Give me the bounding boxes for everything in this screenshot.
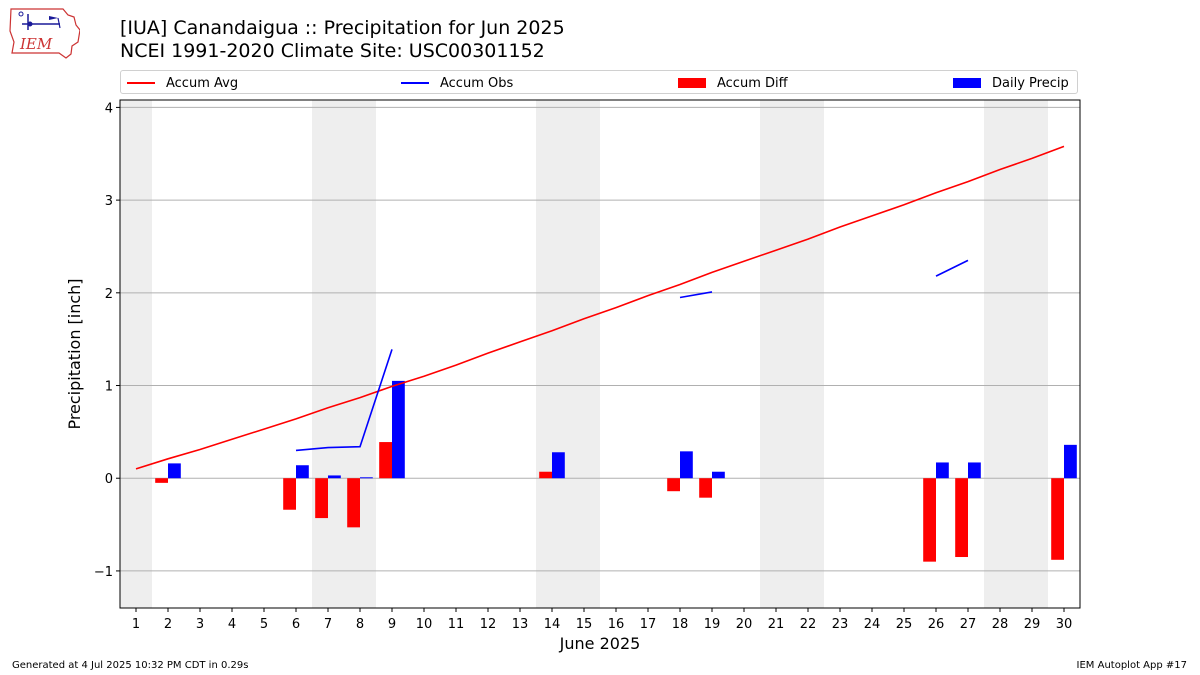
x-tick-label: 29 <box>1024 617 1041 632</box>
daily-precip-bar <box>392 380 405 479</box>
y-tick-label: 1 <box>105 380 113 395</box>
weekend-band <box>344 100 376 608</box>
x-tick-label: 27 <box>960 617 977 632</box>
accum-obs-line <box>295 349 393 452</box>
x-tick-label: 21 <box>768 617 785 632</box>
y-tick-label: −1 <box>94 565 113 580</box>
daily-precip-bar <box>296 465 309 479</box>
x-tick-label: 13 <box>512 617 529 632</box>
x-tick-label: 8 <box>356 617 364 632</box>
x-tick-label: 1 <box>132 617 140 632</box>
daily-precip-bar <box>680 451 693 479</box>
x-tick-label: 24 <box>864 617 881 632</box>
accum-obs-line <box>935 259 969 277</box>
x-tick-label: 15 <box>576 617 593 632</box>
iem-logo: IEM <box>8 6 81 60</box>
x-axis-label: June 2025 <box>559 634 641 653</box>
x-tick-label: 6 <box>292 617 300 632</box>
accum-diff-bar <box>283 478 296 510</box>
y-tick-label: 0 <box>105 472 113 487</box>
daily-precip-bar <box>552 452 565 479</box>
x-tick-label: 12 <box>480 617 497 632</box>
accum-diff-bar <box>923 478 936 562</box>
accum-diff-bar <box>1051 478 1064 560</box>
chart-title: [IUA] Canandaigua :: Precipitation for J… <box>120 17 565 63</box>
logo-text: IEM <box>19 35 53 53</box>
title-line-1: [IUA] Canandaigua :: Precipitation for J… <box>120 17 565 39</box>
y-axis-label: Precipitation [inch] <box>65 278 84 429</box>
x-tick-label: 20 <box>736 617 753 632</box>
weekend-band <box>120 100 152 608</box>
x-tick-label: 2 <box>164 617 172 632</box>
footer-generated: Generated at 4 Jul 2025 10:32 PM CDT in … <box>12 660 249 671</box>
daily-precip-bar <box>168 463 181 479</box>
daily-precip-bar <box>1064 444 1077 479</box>
x-tick-label: 18 <box>672 617 689 632</box>
y-tick-label: 2 <box>105 287 113 302</box>
legend-swatch <box>678 78 706 88</box>
weekend-band <box>984 100 1016 608</box>
weekend-band <box>536 100 568 608</box>
accum-diff-bar <box>539 471 552 479</box>
plot-frame <box>119 99 1081 609</box>
accum-diff-bar <box>347 478 360 528</box>
daily-precip-bar <box>968 462 981 479</box>
x-tick-label: 28 <box>992 617 1009 632</box>
x-tick-label: 26 <box>928 617 945 632</box>
accum-avg-line <box>135 145 1065 470</box>
x-tick-label: 23 <box>832 617 849 632</box>
legend-item-accum-obs: Accum Obs <box>401 74 513 92</box>
y-tick-label: 3 <box>105 194 113 209</box>
legend-item-accum-diff: Accum Diff <box>678 74 788 92</box>
weekend-band <box>568 100 600 608</box>
accum-diff-bar <box>379 442 392 479</box>
iem-iowa-logo-icon: IEM <box>9 8 81 59</box>
x-tick-label: 5 <box>260 617 268 632</box>
x-tick-label: 25 <box>896 617 913 632</box>
accum-diff-bar <box>667 478 680 492</box>
legend-item-daily-precip: Daily Precip <box>953 74 1069 92</box>
accum-obs-line <box>679 291 713 299</box>
accum-diff-bar <box>155 478 168 483</box>
legend-label: Daily Precip <box>992 75 1069 91</box>
daily-precip-bar <box>360 477 373 479</box>
legend: Accum Avg Accum Obs Accum Diff Daily Pre… <box>120 70 1078 94</box>
x-tick-label: 4 <box>228 617 236 632</box>
title-line-2: NCEI 1991-2020 Climate Site: USC00301152 <box>120 40 545 62</box>
x-tick-label: 14 <box>544 617 561 632</box>
legend-label: Accum Obs <box>440 75 514 91</box>
accum-diff-bar <box>315 478 328 519</box>
legend-label: Accum Avg <box>166 75 239 91</box>
x-tick-label: 11 <box>448 617 465 632</box>
daily-precip-bar <box>712 471 725 479</box>
legend-item-accum-avg: Accum Avg <box>127 74 238 92</box>
weekend-band <box>312 100 344 608</box>
legend-swatch <box>401 82 429 84</box>
daily-precip-bar <box>328 475 341 479</box>
weekend-band <box>760 100 792 608</box>
x-tick-label: 7 <box>324 617 332 632</box>
legend-swatch <box>953 78 981 88</box>
x-tick-label: 3 <box>196 617 204 632</box>
accum-diff-bar <box>955 478 968 558</box>
weekend-band <box>792 100 824 608</box>
daily-precip-bar <box>936 462 949 479</box>
x-tick-label: 10 <box>416 617 433 632</box>
x-tick-label: 22 <box>800 617 817 632</box>
x-tick-label: 17 <box>640 617 657 632</box>
accum-diff-bar <box>699 478 712 498</box>
legend-label: Accum Diff <box>717 75 788 91</box>
y-tick-label: 4 <box>105 101 113 116</box>
weekend-band <box>1016 100 1048 608</box>
x-tick-label: 19 <box>704 617 721 632</box>
x-tick-label: 16 <box>608 617 625 632</box>
x-tick-label: 9 <box>388 617 396 632</box>
x-tick-label: 30 <box>1056 617 1073 632</box>
footer-app: IEM Autoplot App #17 <box>1076 660 1187 671</box>
legend-swatch <box>127 82 155 84</box>
